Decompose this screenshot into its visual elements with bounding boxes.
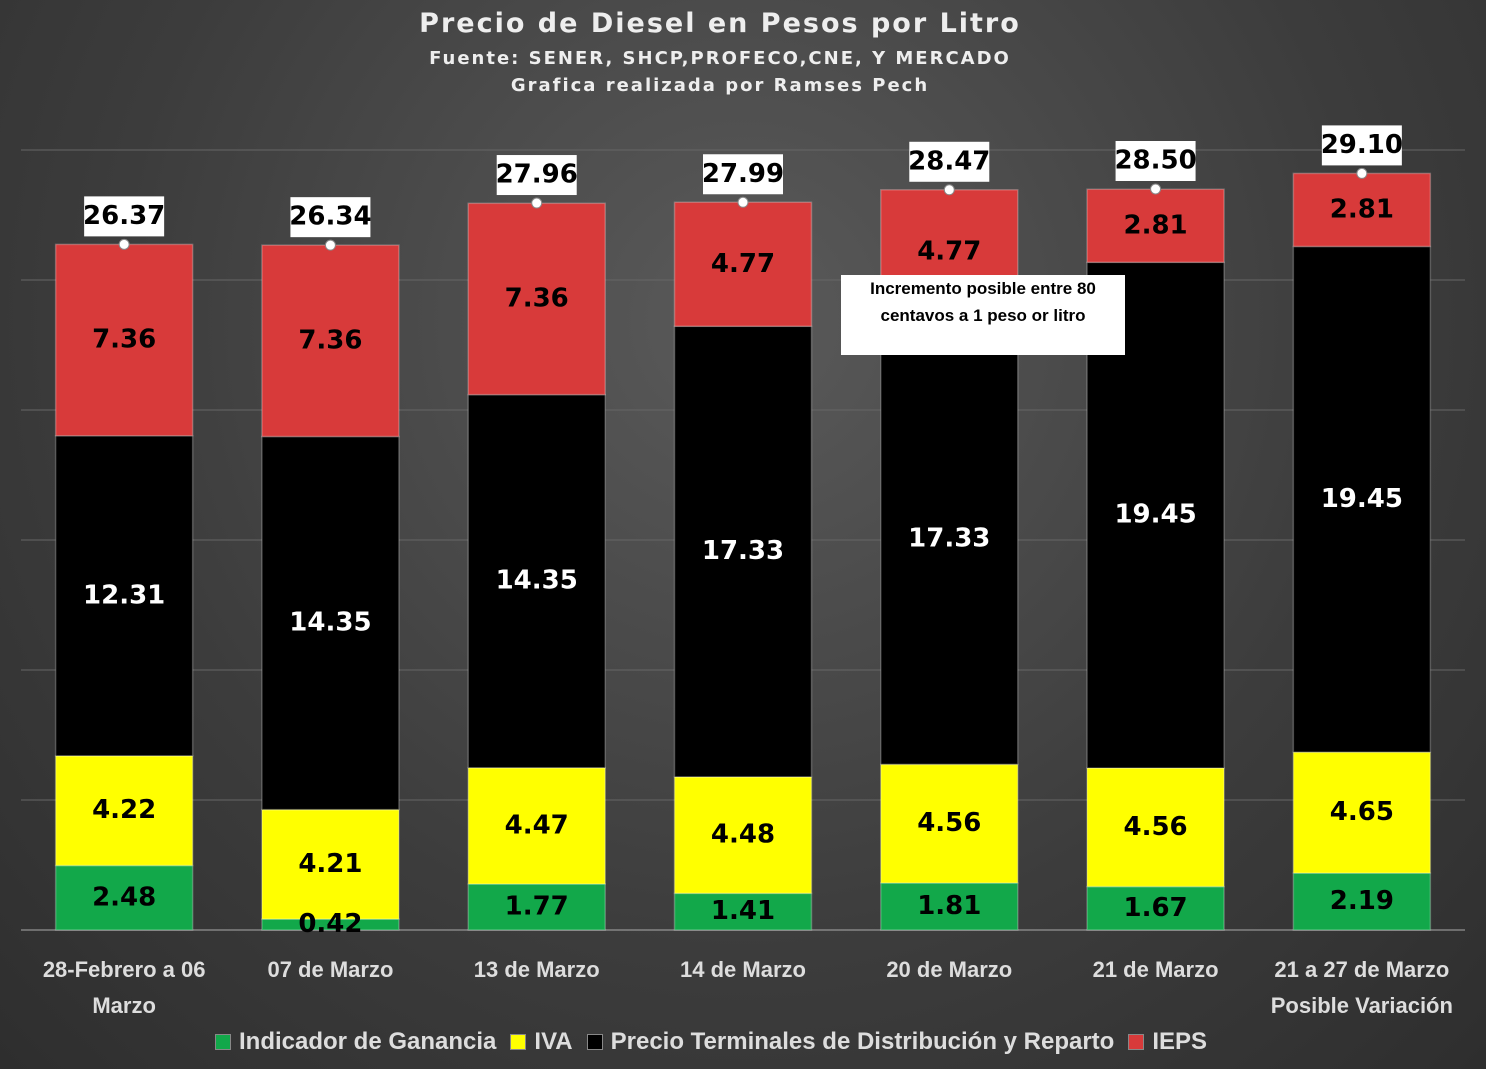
total-label: 27.96 <box>496 160 578 190</box>
bar-segment <box>467 767 606 885</box>
total-marker <box>324 239 336 251</box>
value-label: 4.47 <box>505 810 569 840</box>
value-label: 4.65 <box>1330 797 1394 827</box>
annotation: Incremento posible entre 80 centavos a 1… <box>841 275 1125 355</box>
value-label: 4.48 <box>711 820 775 850</box>
x-tick-label: 21 de Marzo <box>1092 957 1219 982</box>
bar-segment <box>54 755 194 867</box>
bar-segment <box>1292 872 1432 931</box>
bar-segment <box>880 882 1019 931</box>
bar-segment <box>54 434 194 757</box>
value-label: 4.56 <box>1123 812 1187 842</box>
value-label: 17.33 <box>908 524 990 554</box>
legend-item: IEPS <box>1128 1028 1207 1056</box>
total-label: 28.47 <box>908 146 990 176</box>
value-label: 12.31 <box>83 580 165 610</box>
chart-subtitle: Fuente: SENER, SHCP,PROFECO,CNE, Y MERCA… <box>429 48 1011 69</box>
bar-segment <box>1292 245 1432 753</box>
value-label: 2.81 <box>1123 210 1187 240</box>
x-tick-label: 28-Febrero a 06 Marzo <box>42 957 206 1018</box>
value-label: 2.81 <box>1330 194 1394 224</box>
legend-item: Indicador de Ganancia <box>215 1028 496 1056</box>
total-marker <box>118 238 130 250</box>
total-box <box>290 197 371 238</box>
value-label: 0.42 <box>298 909 362 939</box>
total-label: 26.34 <box>289 202 371 232</box>
chart-subtitle: Grafica realizada por Ramses Pech <box>510 75 930 96</box>
total-label: 27.99 <box>702 159 784 189</box>
total-label: 28.50 <box>1114 146 1196 176</box>
value-label: 7.36 <box>505 283 569 313</box>
legend-marker <box>586 1034 603 1050</box>
total-box <box>1321 125 1402 166</box>
x-tick-label: 14 de Marzo <box>680 957 806 982</box>
total-box <box>703 154 783 195</box>
value-label: 1.41 <box>711 896 775 926</box>
value-label: 4.56 <box>917 808 981 838</box>
legend-label: Precio Terminales de Distribución y Repa… <box>610 1028 1115 1055</box>
legend-label: IEPS <box>1152 1028 1208 1055</box>
bar-segment <box>261 808 400 920</box>
bar-segment <box>673 892 813 931</box>
bar-segment <box>1086 767 1225 888</box>
bar-segment <box>261 244 400 438</box>
legend-item: IVA <box>510 1028 573 1056</box>
x-tick-label: 21 a 27 de Marzo Posible Variación <box>1270 957 1453 1018</box>
total-label: 26.37 <box>83 201 165 231</box>
legend: Indicador de Ganancia IVA Precio Terminale… <box>215 1028 1207 1056</box>
value-label: 2.48 <box>92 882 156 912</box>
bar-segment <box>54 243 194 437</box>
total-marker <box>1150 183 1162 195</box>
value-label: 4.77 <box>711 249 775 279</box>
bar-segment <box>673 776 813 895</box>
legend-marker <box>1128 1034 1145 1050</box>
x-tick-label: 07 de Marzo <box>267 957 394 982</box>
total-box <box>84 196 165 237</box>
bar-segment <box>54 864 194 931</box>
legend-label: IVA <box>534 1028 573 1055</box>
x-tick-label: 20 de Marzo <box>886 957 1013 982</box>
value-label: 17.33 <box>702 536 784 566</box>
value-label: 14.35 <box>289 608 371 638</box>
total-marker <box>943 184 955 196</box>
bar-segment <box>261 435 400 811</box>
bar-segment <box>673 201 813 328</box>
value-label: 4.21 <box>298 849 362 879</box>
total-marker <box>531 197 543 209</box>
total-label: 29.10 <box>1321 130 1403 160</box>
legend-label: Indicador de Ganancia <box>239 1028 497 1055</box>
value-label: 7.36 <box>298 325 362 355</box>
value-label: 19.45 <box>1114 500 1196 530</box>
value-label: 19.45 <box>1321 484 1403 514</box>
bar-segment <box>1086 885 1225 931</box>
bar-segment <box>673 325 813 778</box>
total-box <box>496 155 577 196</box>
total-marker <box>1356 167 1368 179</box>
total-box <box>909 141 990 182</box>
value-label: 1.81 <box>917 891 981 921</box>
legend-item: Precio Terminales de Distribución y Repa… <box>586 1028 1115 1056</box>
value-label: 2.19 <box>1330 886 1394 916</box>
bar-segment <box>467 393 606 769</box>
value-label: 1.67 <box>1123 893 1187 923</box>
value-label: 4.77 <box>917 236 981 266</box>
bar-segment <box>880 763 1019 884</box>
x-tick-label: 13 de Marzo <box>473 957 600 982</box>
legend-marker <box>215 1034 231 1050</box>
total-marker <box>737 196 749 208</box>
value-label: 4.22 <box>92 795 156 825</box>
value-label: 1.77 <box>505 891 569 921</box>
value-label: 7.36 <box>92 325 156 355</box>
total-box <box>1115 141 1196 181</box>
bar-segment <box>467 883 606 931</box>
bar-segment <box>880 313 1019 766</box>
value-label: 14.35 <box>496 566 578 596</box>
chart-title: Precio de Diesel en Pesos por Litro <box>419 8 1021 39</box>
legend-marker <box>510 1034 527 1050</box>
